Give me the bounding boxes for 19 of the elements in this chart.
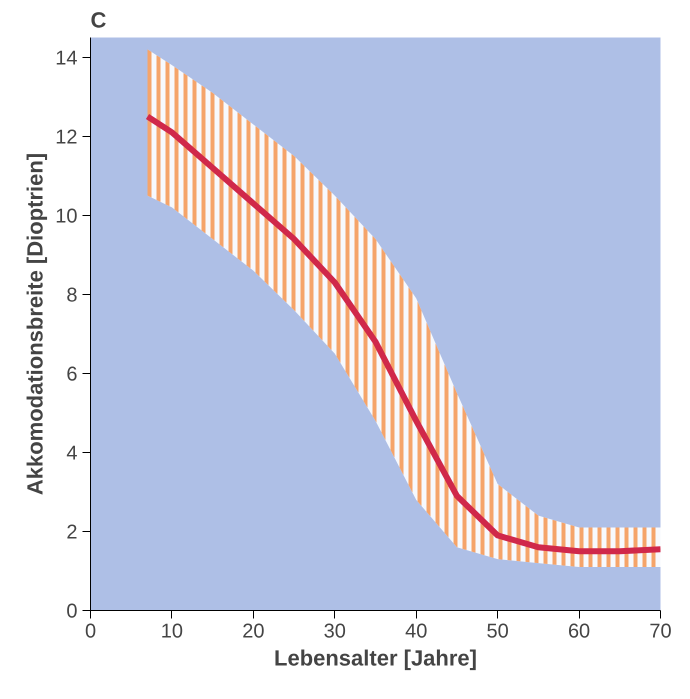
x-tick-label: 30	[324, 620, 346, 642]
y-tick-label: 2	[66, 521, 78, 544]
y-tick-label: 14	[55, 47, 78, 70]
x-tick-label: 40	[405, 620, 428, 642]
x-tick-label: 0	[84, 620, 96, 642]
x-axis-title: Lebensalter [Jahre]	[274, 646, 477, 670]
y-axis-title: Akkomodationsbreite [Dioptrien]	[22, 152, 48, 496]
y-tick-label: 12	[55, 126, 78, 148]
y-tick-label: 8	[66, 284, 78, 306]
x-tick-label: 20	[242, 620, 264, 642]
y-tick-label: 0	[66, 600, 78, 622]
x-tick-label: 70	[649, 620, 672, 642]
y-tick-label: 4	[66, 442, 78, 464]
y-tick-label: 6	[66, 363, 78, 386]
chart-title: C	[90, 8, 106, 32]
x-tick-label: 60	[568, 620, 590, 642]
x-tick-label: 50	[486, 620, 509, 642]
x-tick-label: 10	[160, 620, 184, 642]
y-tick-label: 10	[55, 205, 78, 228]
